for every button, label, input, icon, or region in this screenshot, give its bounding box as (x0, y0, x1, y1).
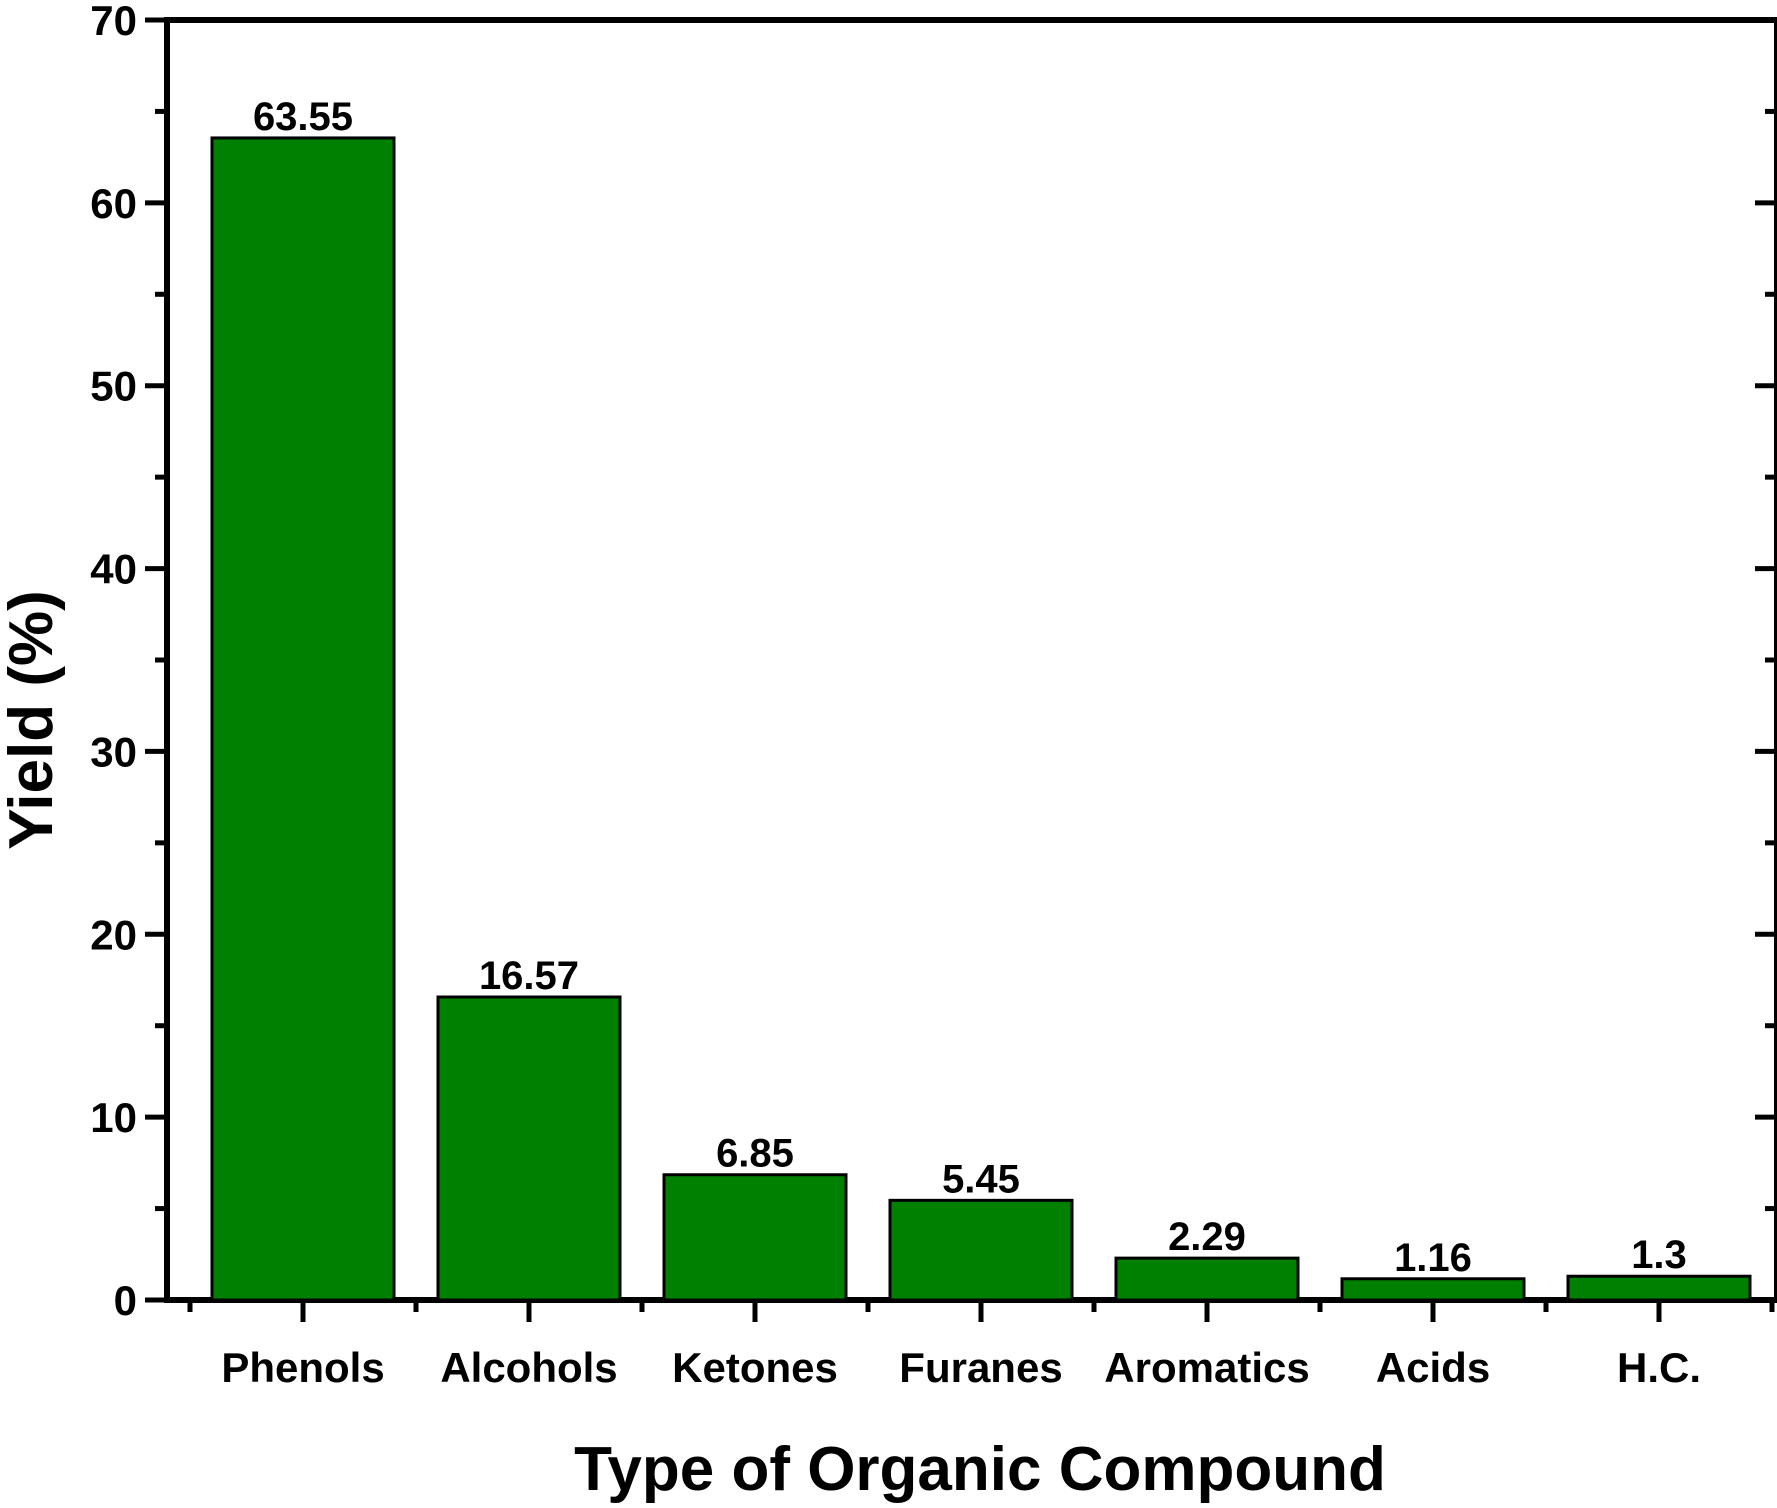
x-tick-label: H.C. (1617, 1344, 1701, 1391)
bar-0 (210, 136, 396, 1302)
x-tick-label: Aromatics (1104, 1344, 1309, 1391)
bar-value-label-6: 1.3 (1631, 1233, 1687, 1277)
x-axis-title: Type of Organic Compound (574, 1435, 1386, 1504)
x-tick-label: Phenols (221, 1344, 384, 1391)
bar-2 (662, 1173, 848, 1302)
y-tick-label: 50 (90, 363, 137, 410)
data-labels-group: 63.55 16.57 6.85 5.45 2.29 1.16 1.3 (253, 95, 1687, 1280)
y-tick-label: 70 (90, 0, 137, 44)
x-tick-label: Alcohols (440, 1344, 617, 1391)
bar-1 (436, 995, 622, 1302)
bar-value-label-3: 5.45 (942, 1157, 1020, 1201)
bar-5 (1340, 1277, 1526, 1302)
x-tick-label: Ketones (672, 1344, 838, 1391)
y-tick-label: 20 (90, 911, 137, 958)
y-tick-label: 60 (90, 180, 137, 227)
y-tick-label: 10 (90, 1094, 137, 1141)
x-tick-label: Acids (1376, 1344, 1490, 1391)
bar-6 (1566, 1274, 1752, 1302)
bar-value-label-1: 16.57 (479, 954, 579, 998)
y-tick-label: 40 (90, 546, 137, 593)
bar-value-label-0: 63.55 (253, 95, 353, 139)
bar-value-label-2: 6.85 (716, 1132, 794, 1176)
x-tick-label: Furanes (899, 1344, 1062, 1391)
x-ticks-group: Phenols Alcohols Ketones Furanes Aromatics Ac… (187, 1300, 1775, 1391)
bar-value-label-5: 1.16 (1394, 1236, 1472, 1280)
bar-value-label-4: 2.29 (1168, 1215, 1246, 1259)
y-tick-label: 0 (114, 1277, 137, 1324)
bar-3 (888, 1198, 1074, 1302)
bar-4 (1114, 1256, 1300, 1302)
y-axis-title: Yield (%) (0, 590, 66, 850)
bars-group (210, 136, 1752, 1302)
y-tick-label: 30 (90, 728, 137, 775)
plot-frame (164, 17, 1777, 1303)
